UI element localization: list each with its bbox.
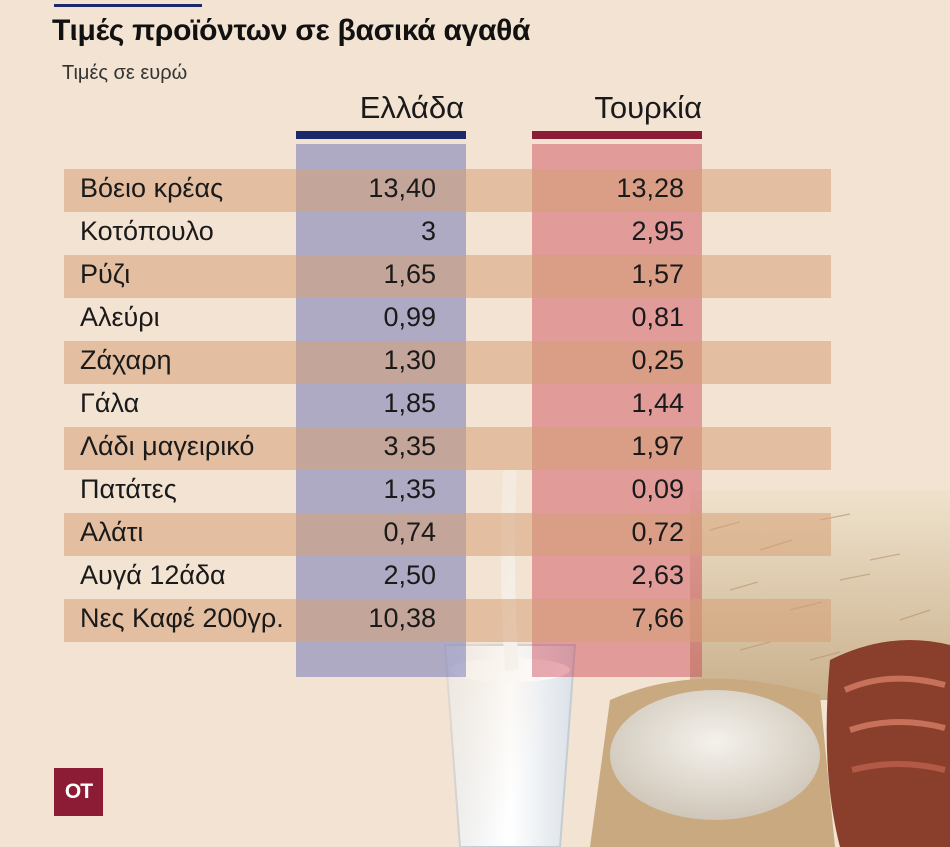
row-label: Βόειο κρέας bbox=[80, 173, 224, 203]
greece-column-rule bbox=[296, 131, 466, 139]
greece-value: 3,35 bbox=[383, 431, 436, 461]
turkey-value: 2,95 bbox=[631, 216, 684, 246]
greece-value: 13,40 bbox=[368, 173, 436, 203]
greece-value: 10,38 bbox=[368, 603, 436, 633]
row-label: Κοτόπουλο bbox=[80, 216, 214, 246]
greece-value: 1,65 bbox=[383, 259, 436, 289]
row-label: Πατάτες bbox=[80, 474, 177, 504]
table-row: Πατάτες 1,35 0,09 bbox=[64, 470, 831, 513]
row-label: Λάδι μαγειρικό bbox=[80, 431, 255, 461]
table-row: Γάλα 1,85 1,44 bbox=[64, 384, 831, 427]
table-row: Ζάχαρη 1,30 0,25 bbox=[64, 341, 831, 384]
greece-value: 3 bbox=[420, 216, 436, 246]
row-label: Γάλα bbox=[80, 388, 140, 418]
top-accent-rule bbox=[54, 4, 202, 7]
turkey-value: 1,57 bbox=[631, 259, 684, 289]
turkey-value: 1,44 bbox=[631, 388, 684, 418]
turkey-column-rule bbox=[532, 131, 702, 139]
row-label: Ζάχαρη bbox=[80, 345, 172, 375]
table-row: Αλάτι 0,74 0,72 bbox=[64, 513, 831, 556]
turkey-value: 7,66 bbox=[631, 603, 684, 633]
row-label: Αλάτι bbox=[80, 517, 144, 547]
turkey-value: 0,72 bbox=[631, 517, 684, 547]
greece-value: 1,85 bbox=[383, 388, 436, 418]
turkey-value: 0,25 bbox=[631, 345, 684, 375]
ot-logo: OT bbox=[54, 768, 103, 816]
greece-value: 2,50 bbox=[383, 560, 436, 590]
turkey-value: 0,09 bbox=[631, 474, 684, 504]
table-row: Κοτόπουλο 3 2,95 bbox=[64, 212, 831, 255]
table-row: Ρύζι 1,65 1,57 bbox=[64, 255, 831, 298]
table-row: Νες Καφέ 200γρ. 10,38 7,66 bbox=[64, 599, 831, 642]
greece-column-band bbox=[296, 144, 466, 677]
row-label: Νες Καφέ 200γρ. bbox=[80, 603, 284, 633]
greece-value: 1,35 bbox=[383, 474, 436, 504]
table-row: Αλεύρι 0,99 0,81 bbox=[64, 298, 831, 341]
turkey-column-band bbox=[532, 144, 702, 677]
row-label: Αυγά 12άδα bbox=[80, 560, 226, 590]
greece-value: 0,99 bbox=[383, 302, 436, 332]
turkey-column-header: Τουρκία bbox=[594, 90, 702, 125]
turkey-value: 13,28 bbox=[616, 173, 684, 203]
turkey-value: 1,97 bbox=[631, 431, 684, 461]
page-subtitle: Τιμές σε ευρώ bbox=[62, 62, 188, 84]
table-row: Βόειο κρέας 13,40 13,28 bbox=[64, 169, 831, 212]
greece-column-header: Ελλάδα bbox=[359, 90, 464, 125]
row-label: Αλεύρι bbox=[80, 302, 160, 332]
table-row: Αυγά 12άδα 2,50 2,63 bbox=[64, 556, 831, 599]
turkey-value: 0,81 bbox=[631, 302, 684, 332]
turkey-value: 2,63 bbox=[631, 560, 684, 590]
page-title: Τιμές προϊόντων σε βασικά αγαθά bbox=[52, 14, 531, 47]
greece-value: 1,30 bbox=[383, 345, 436, 375]
row-label: Ρύζι bbox=[80, 259, 131, 289]
table-row: Λάδι μαγειρικό 3,35 1,97 bbox=[64, 427, 831, 470]
greece-value: 0,74 bbox=[383, 517, 436, 547]
